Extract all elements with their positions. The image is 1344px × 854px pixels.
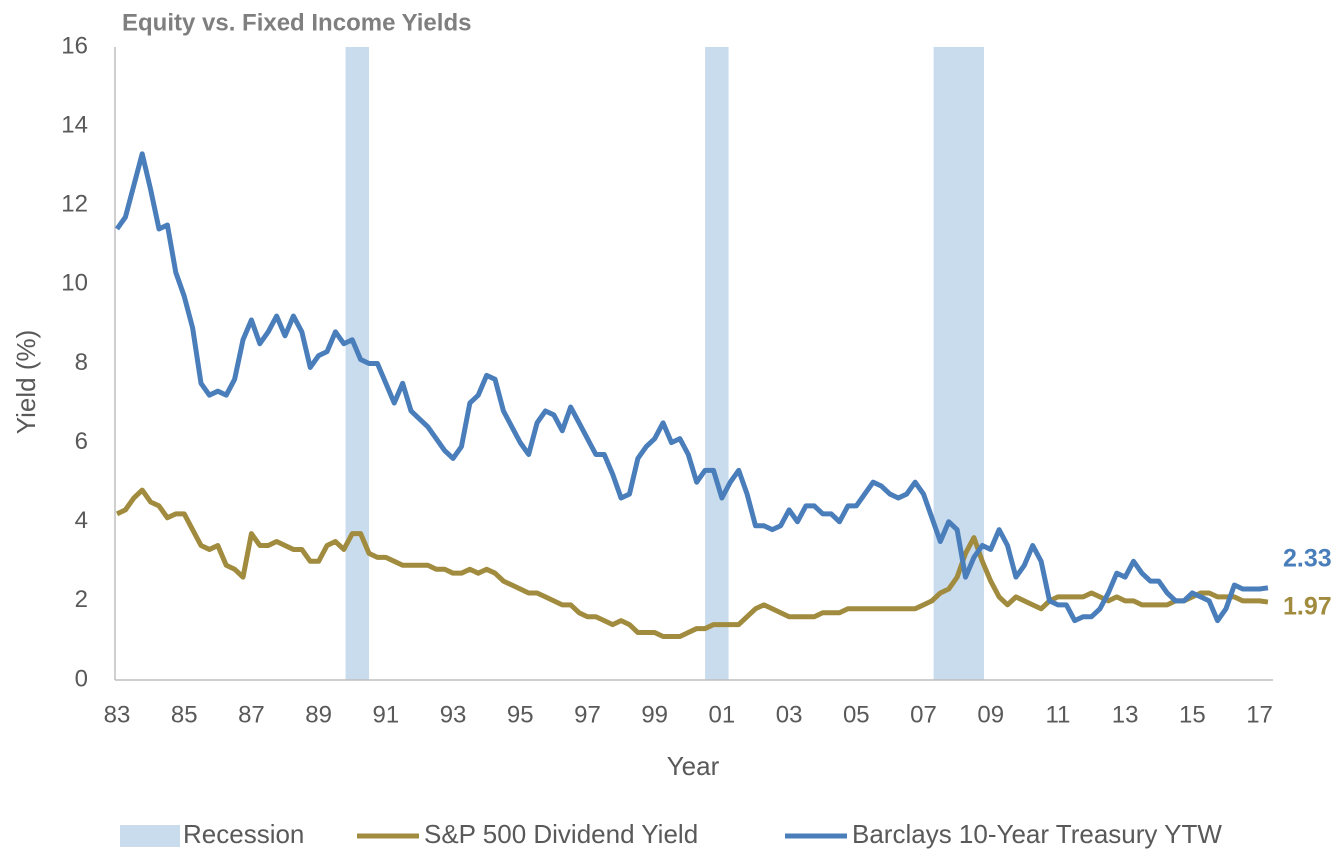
y-tick-label: 10 (61, 270, 88, 297)
x-tick-label: 05 (843, 701, 870, 728)
y-tick-label: 12 (61, 191, 88, 218)
legend-label: Recession (183, 819, 304, 849)
x-tick-label: 91 (372, 701, 399, 728)
x-tick-label: 07 (910, 701, 937, 728)
y-axis-label: Yield (%) (11, 330, 41, 435)
x-tick-label: 87 (238, 701, 265, 728)
y-tick-label: 6 (75, 428, 88, 455)
x-tick-label: 15 (1179, 701, 1206, 728)
x-tick-label: 97 (574, 701, 601, 728)
recession-band (345, 47, 370, 680)
x-tick-label: 17 (1246, 701, 1273, 728)
legend-swatch (120, 825, 180, 847)
y-tick-label: 14 (61, 111, 88, 138)
y-tick-label: 16 (61, 32, 88, 59)
x-tick-label: 93 (440, 701, 467, 728)
x-tick-label: 95 (507, 701, 534, 728)
x-tick-label: 85 (171, 701, 198, 728)
x-tick-label: 99 (641, 701, 668, 728)
x-tick-label: 03 (776, 701, 803, 728)
y-tick-label: 2 (75, 586, 88, 613)
end-value-label: 2.33 (1283, 544, 1332, 572)
recession-band (933, 47, 984, 680)
x-tick-label: 11 (1045, 701, 1070, 728)
y-tick-label: 8 (75, 349, 88, 376)
end-value-label: 1.97 (1283, 593, 1332, 621)
y-tick-label: 4 (75, 507, 88, 534)
series-line (115, 487, 1269, 639)
x-axis-label: Year (667, 751, 720, 781)
x-tick-label: 83 (104, 701, 131, 728)
x-tick-label: 13 (1112, 701, 1139, 728)
legend-label: S&P 500 Dividend Yield (424, 819, 698, 849)
x-tick-label: 01 (709, 701, 736, 728)
chart-title: Equity vs. Fixed Income Yields (122, 9, 471, 36)
x-tick-label: 09 (977, 701, 1004, 728)
x-tick-label: 89 (305, 701, 332, 728)
legend-label: Barclays 10-Year Treasury YTW (852, 819, 1222, 849)
y-tick-label: 0 (75, 665, 88, 692)
series-line (114, 151, 1269, 624)
recession-band (705, 47, 729, 680)
